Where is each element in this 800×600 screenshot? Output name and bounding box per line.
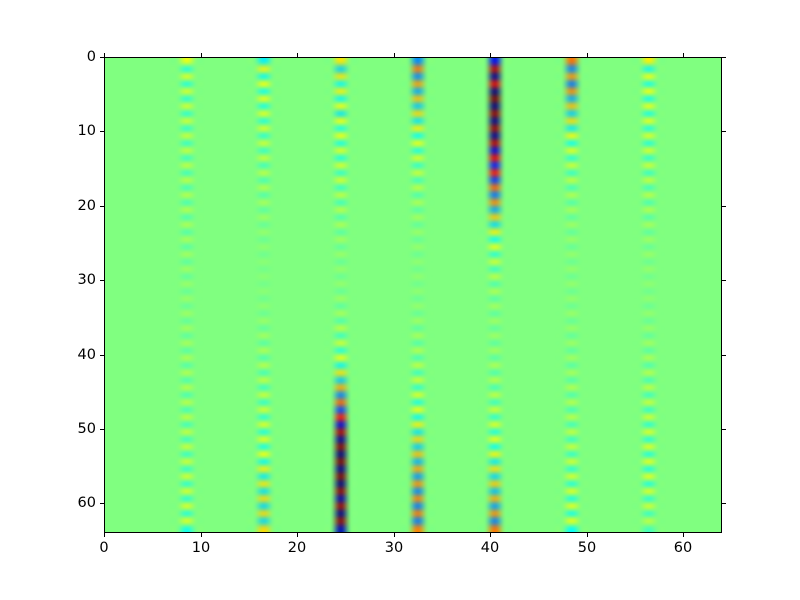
xtick-mark-top: [297, 53, 298, 57]
ytick-mark-right: [722, 206, 726, 207]
xtick-mark: [104, 533, 105, 537]
xtick-label: 40: [480, 540, 500, 556]
ytick-mark-right: [722, 503, 726, 504]
ytick-mark: [100, 355, 104, 356]
xtick-mark-top: [587, 53, 588, 57]
xtick-label: 50: [577, 540, 597, 556]
ytick-mark-right: [722, 280, 726, 281]
ytick-mark-right: [722, 131, 726, 132]
ytick-mark: [100, 280, 104, 281]
xtick-mark: [490, 533, 491, 537]
ytick-mark: [100, 429, 104, 430]
ytick-label: 30: [77, 271, 96, 288]
xtick-mark: [587, 533, 588, 537]
xtick-mark-top: [104, 53, 105, 57]
ytick-mark-right: [722, 429, 726, 430]
ytick-mark: [100, 57, 104, 58]
ytick-mark-right: [722, 355, 726, 356]
xtick-mark-top: [394, 53, 395, 57]
xtick-label: 20: [287, 540, 307, 556]
ytick-label: 20: [77, 197, 96, 214]
heatmap-axes[interactable]: [104, 57, 722, 533]
xtick-mark: [201, 533, 202, 537]
xtick-mark-top: [683, 53, 684, 57]
ytick-label: 0: [86, 48, 96, 65]
ytick-mark: [100, 206, 104, 207]
xtick-label: 30: [384, 540, 404, 556]
ytick-label: 50: [77, 420, 96, 437]
heatmap-image: [105, 58, 721, 532]
xtick-mark: [394, 533, 395, 537]
ytick-mark-right: [722, 57, 726, 58]
ytick-mark: [100, 503, 104, 504]
xtick-label: 60: [673, 540, 693, 556]
xtick-mark: [297, 533, 298, 537]
xtick-mark-top: [201, 53, 202, 57]
xtick-mark: [683, 533, 684, 537]
xtick-label: 0: [99, 540, 109, 556]
ytick-label: 40: [77, 346, 96, 363]
xtick-mark-top: [490, 53, 491, 57]
ytick-label: 10: [77, 122, 96, 139]
ytick-label: 60: [77, 494, 96, 511]
xtick-label: 10: [191, 540, 211, 556]
ytick-mark: [100, 131, 104, 132]
